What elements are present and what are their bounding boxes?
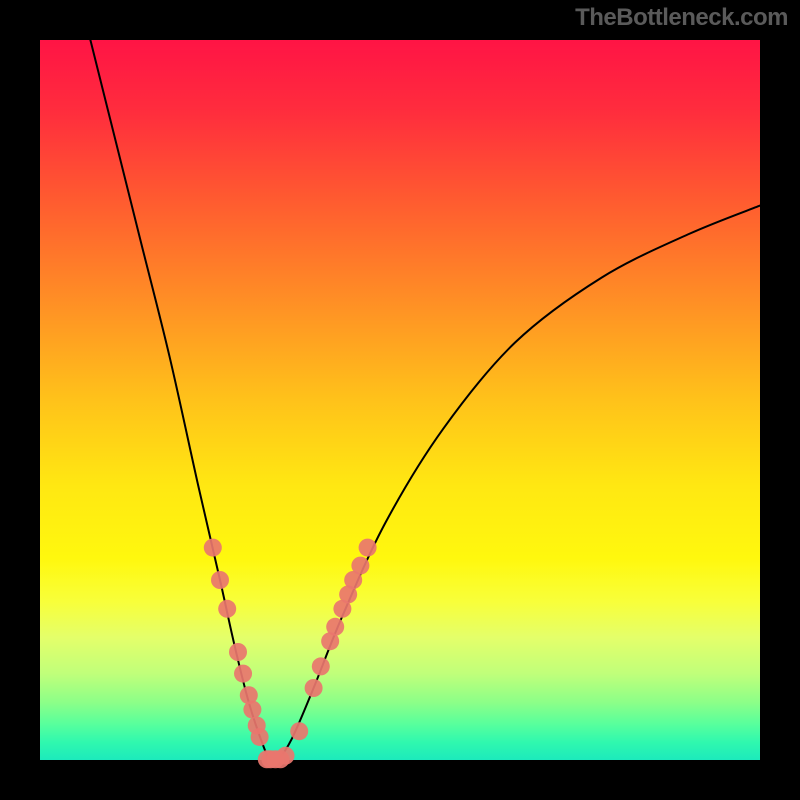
marker-dot — [351, 557, 369, 575]
plot-background — [40, 40, 760, 760]
marker-dot — [218, 600, 236, 618]
marker-dot — [277, 747, 295, 765]
marker-dot — [211, 571, 229, 589]
marker-dot — [359, 539, 377, 557]
chart-container: { "watermark": { "text": "TheBottleneck.… — [0, 0, 800, 800]
chart-svg — [0, 0, 800, 800]
marker-dot — [204, 539, 222, 557]
marker-dot — [305, 679, 323, 697]
marker-dot — [234, 665, 252, 683]
marker-dot — [229, 643, 247, 661]
marker-dot — [290, 722, 308, 740]
marker-dot — [251, 728, 269, 746]
marker-dot — [326, 618, 344, 636]
marker-dot — [243, 701, 261, 719]
marker-dot — [312, 657, 330, 675]
